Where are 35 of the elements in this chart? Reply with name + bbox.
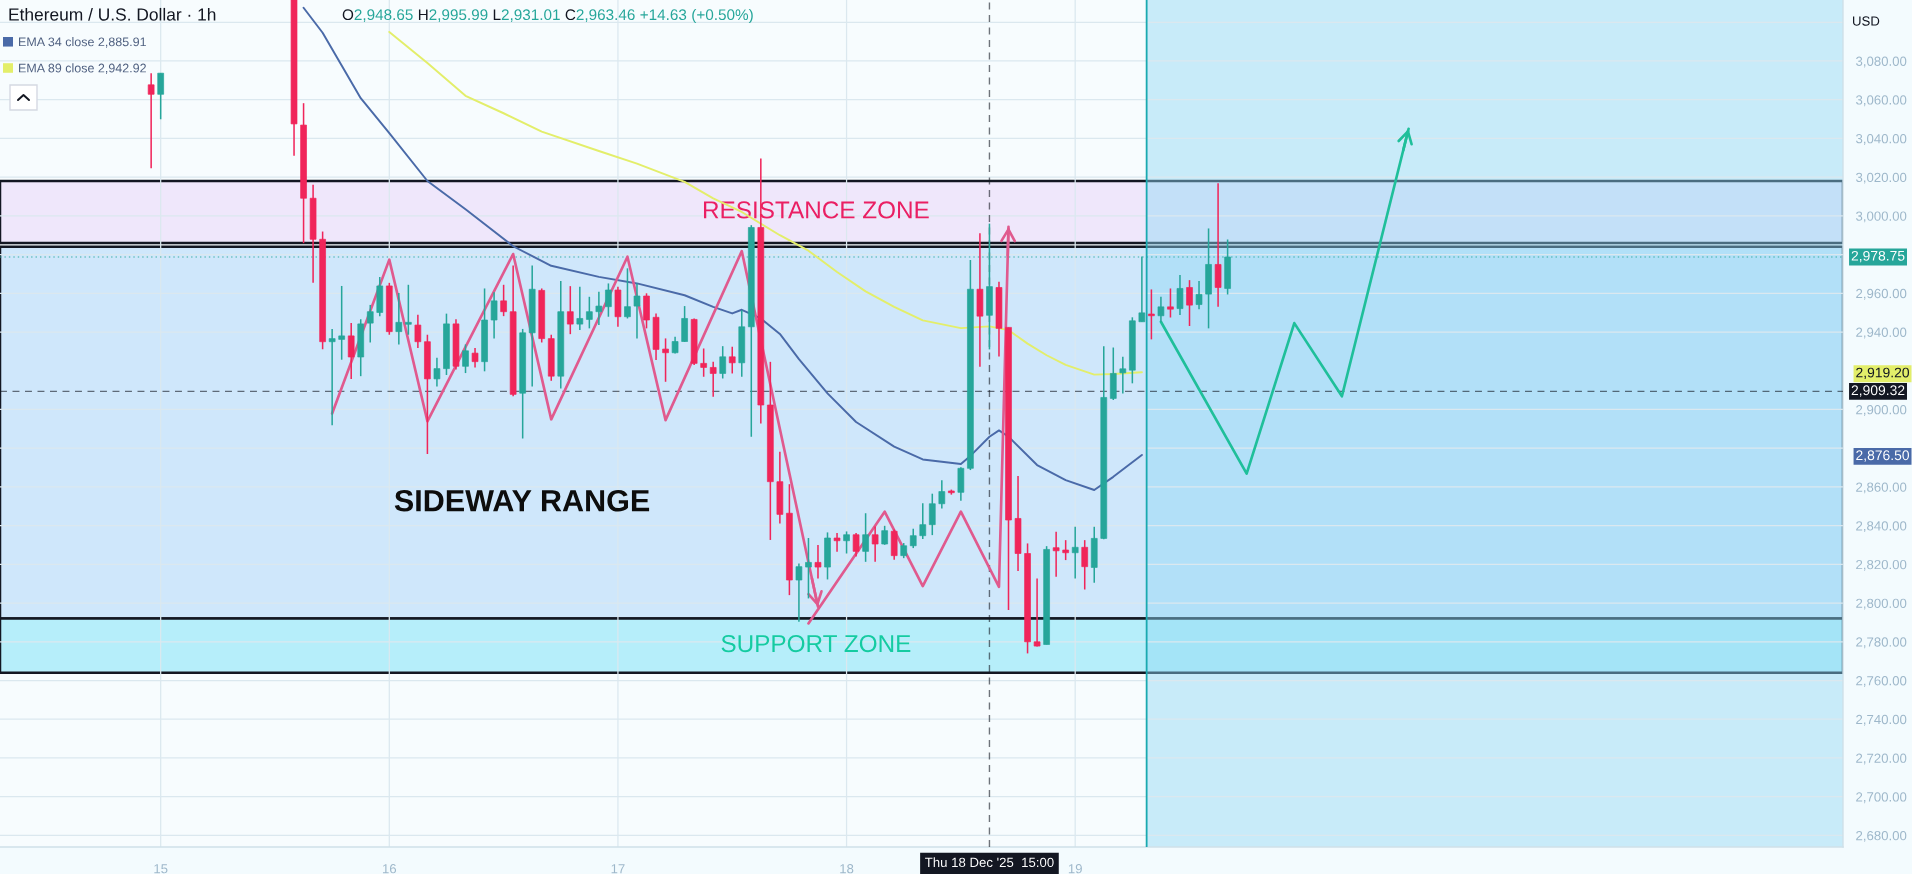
y-tick-label: 2,800.00: [1856, 598, 1907, 610]
y-tick-label: 2,720.00: [1856, 753, 1907, 765]
y-axis-title: USD: [1853, 16, 1880, 26]
y-tick-label: 3,020.00: [1856, 172, 1907, 184]
y-tick-label: 2,960.00: [1856, 288, 1907, 300]
x-tick-label: 15: [154, 864, 168, 874]
y-tick-label: 2,700.00: [1856, 792, 1907, 804]
y-tick-label: 3,060.00: [1856, 95, 1907, 107]
y-tick-label: 2,876.50: [1856, 450, 1910, 462]
legend-label: EMA 34 close 2,885.91: [19, 37, 146, 48]
y-tick-label: 2,760.00: [1856, 676, 1907, 687]
y-tick-label: 3,040.00: [1856, 133, 1907, 145]
x-tick-label: 19: [1068, 864, 1082, 874]
y-tick-label: 3,080.00: [1856, 56, 1907, 68]
ref-line-label: 2,978.75: [1851, 250, 1905, 263]
y-tick-label: 3,000.00: [1856, 211, 1907, 223]
y-tick-label: 2,940.00: [1856, 327, 1907, 339]
y-tick-label: 2,780.00: [1856, 637, 1907, 649]
ref-line-label: 2,909.32: [1851, 385, 1905, 397]
x-tick-label: 16: [382, 864, 397, 874]
y-tick-label: 2,900.00: [1856, 405, 1907, 416]
y-tick-label: 2,860.00: [1856, 482, 1907, 494]
chart-title: Ethereum / U.S. Dollar · 1h: [9, 7, 216, 21]
band-label: SIDEWAY RANGE: [394, 489, 650, 512]
y-tick-label: 2,820.00: [1856, 559, 1907, 571]
y-tick-label: 2,680.00: [1856, 830, 1907, 842]
band-label: SUPPORT ZONE: [721, 634, 911, 653]
y-tick-label: 2,919.20: [1856, 367, 1910, 380]
text: O2,948.65 H2,995.99 L2,931.01 C2,963.46 +14.63 (+0.50%): [342, 8, 753, 24]
y-tick-label: 2,840.00: [1856, 521, 1907, 533]
x-tick-label: 18: [840, 864, 854, 874]
ref-line-label: Thu 18 Dec '25 15:00: [925, 857, 1054, 868]
legend-label: EMA 89 close 2,942.92: [19, 63, 146, 74]
y-tick-label: 2,740.00: [1856, 714, 1907, 726]
x-tick-label: 17: [611, 864, 625, 874]
